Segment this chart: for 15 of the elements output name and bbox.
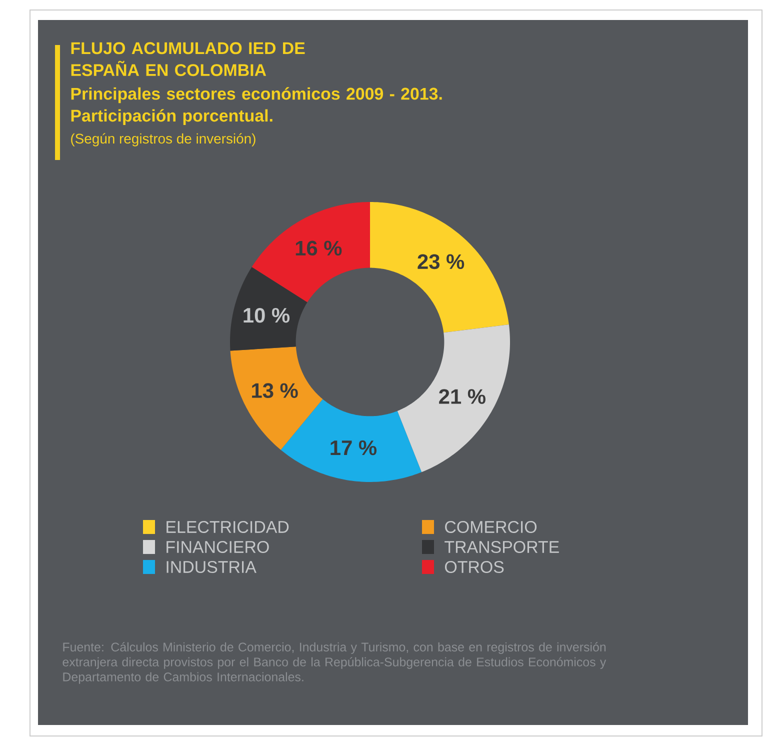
legend-label: COMERCIO — [445, 520, 537, 533]
legend-label: INDUSTRIA — [166, 560, 256, 573]
data-label: 16 % — [296, 240, 342, 256]
legend-label: TRANSPORTE — [444, 540, 559, 553]
data-label: 13 % — [252, 383, 298, 398]
data-label: 23 % — [418, 254, 464, 270]
chart-subtitle: Principales sectores económicos 2009 - 2013. Participación porcentual. — [71, 87, 442, 126]
legend-label: OTROS — [445, 560, 504, 573]
legend-label: ELECTRICIDAD — [166, 520, 289, 533]
text: (Según registros de inversión) — [71, 133, 256, 146]
chart-title: FLUJO ACUMULADO IED DE ESPAÑA EN COLOMBIA — [71, 42, 305, 76]
legend-label: FINANCIERO — [166, 540, 269, 553]
data-label: 10 % — [244, 308, 290, 323]
data-label: 21 % — [439, 389, 486, 404]
data-label: 17 % — [330, 440, 377, 456]
